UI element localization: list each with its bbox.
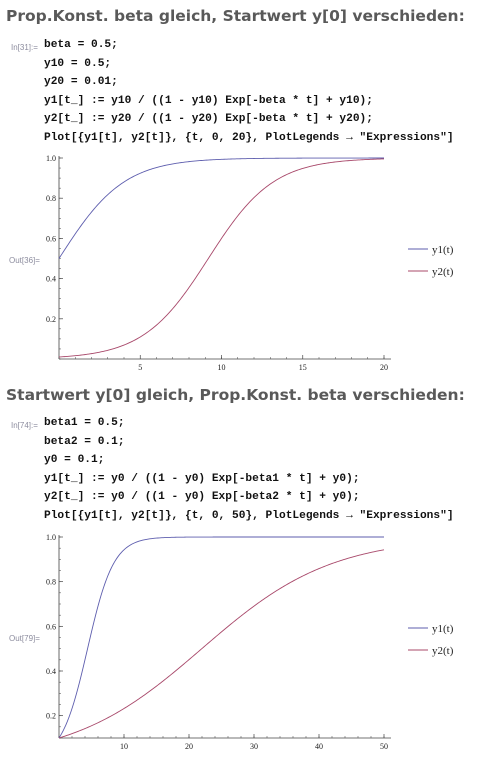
x-tick-label: 10 bbox=[120, 742, 128, 751]
code-line: y1[t_] := y10 / ((1 - y10) Exp[-beta * t… bbox=[44, 94, 373, 107]
y-tick-label: 0.2 bbox=[46, 712, 56, 721]
x-tick-label: 20 bbox=[380, 363, 388, 372]
x-tick-label: 10 bbox=[218, 363, 226, 372]
x-tick-label: 15 bbox=[299, 363, 307, 372]
code-line: y20 = 0.01; bbox=[44, 76, 118, 89]
y-tick-label: 0.4 bbox=[46, 667, 56, 676]
series-line-y1 bbox=[58, 536, 384, 739]
code-line: y10 = 0.5; bbox=[44, 57, 112, 70]
y-tick-label: 0.6 bbox=[46, 234, 56, 243]
input-cell-2[interactable]: beta1 = 0.5; beta2 = 0.1; y0 = 0.1; y1[t… bbox=[44, 414, 454, 526]
series-line-y2 bbox=[58, 549, 385, 739]
x-tick-label: 30 bbox=[250, 742, 258, 751]
y-tick-label: 0.4 bbox=[46, 275, 56, 284]
plot-2: 0.2 0.4 0.6 0.8 1.0 10 20 30 40 50 y1(t) y2(t) bbox=[46, 533, 454, 751]
code-line: y2[t_] := y0 / ((1 - y0) Exp[-beta2 * t]… bbox=[44, 491, 360, 504]
output-cell-label-1: Out[36]= bbox=[9, 256, 40, 265]
y-tick-label: 0.6 bbox=[46, 622, 56, 631]
x-tick-label: 40 bbox=[315, 742, 323, 751]
y-tick-label: 0.8 bbox=[46, 194, 56, 203]
x-tick-label: 50 bbox=[380, 742, 388, 751]
legend-label-y2: y2(t) bbox=[432, 266, 454, 278]
input-cell-label-2: In[74]:= bbox=[11, 421, 38, 430]
code-line: beta1 = 0.5; bbox=[44, 417, 125, 429]
y-tick-label: 0.8 bbox=[46, 578, 56, 587]
legend-label-y1: y1(t) bbox=[432, 244, 454, 256]
section-title-2: Startwert y[0] gleich, Prop.Konst. beta … bbox=[6, 386, 465, 404]
code-line: Plot[{y1[t], y2[t]}, {t, 0, 20}, PlotLeg… bbox=[44, 131, 454, 144]
output-cell-label-2: Out[79]= bbox=[9, 634, 40, 643]
y-tick-label: 0.2 bbox=[46, 315, 56, 324]
input-cell-label-1: In[31]:= bbox=[11, 43, 38, 52]
input-cell-1[interactable]: beta = 0.5; y10 = 0.5; y20 = 0.01; y1[t_… bbox=[44, 36, 454, 148]
x-tick-label: 5 bbox=[138, 363, 142, 372]
section-title-1: Prop.Konst. beta gleich, Startwert y[0] … bbox=[6, 7, 465, 25]
code-line: y2[t_] := y20 / ((1 - y20) Exp[-beta * t… bbox=[44, 113, 373, 126]
code-line: beta2 = 0.1; bbox=[44, 435, 125, 448]
y-tick-label: 1.0 bbox=[46, 154, 56, 163]
code-line: beta = 0.5; bbox=[44, 39, 118, 51]
y-tick-label: 1.0 bbox=[46, 533, 56, 542]
series-line-y1 bbox=[58, 157, 384, 259]
code-line: Plot[{y1[t], y2[t]}, {t, 0, 50}, PlotLeg… bbox=[44, 509, 454, 522]
plot-1: 0.2 0.4 0.6 0.8 1.0 5 10 15 20 y1(t) y2(t) bbox=[46, 154, 454, 372]
code-line: y1[t_] := y0 / ((1 - y0) Exp[-beta1 * t]… bbox=[44, 472, 360, 485]
legend-label-y2: y2(t) bbox=[432, 645, 454, 657]
x-tick-label: 20 bbox=[185, 742, 193, 751]
series-line-y2 bbox=[58, 158, 385, 358]
legend-label-y1: y1(t) bbox=[432, 623, 454, 635]
code-line: y0 = 0.1; bbox=[44, 454, 105, 467]
